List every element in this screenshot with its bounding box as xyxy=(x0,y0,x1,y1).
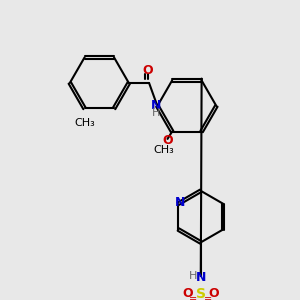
Text: O: O xyxy=(142,64,152,76)
Text: N: N xyxy=(151,99,161,112)
Text: S: S xyxy=(196,287,206,300)
Text: O: O xyxy=(208,286,219,300)
Text: CH₃: CH₃ xyxy=(154,145,174,155)
Text: CH₃: CH₃ xyxy=(74,118,95,128)
Text: =: = xyxy=(189,294,197,300)
Text: O: O xyxy=(182,286,193,300)
Text: N: N xyxy=(196,271,206,284)
Text: O: O xyxy=(162,134,173,147)
Text: =: = xyxy=(204,294,212,300)
Text: H: H xyxy=(152,108,160,118)
Text: H: H xyxy=(189,271,197,281)
Text: N: N xyxy=(175,196,185,209)
